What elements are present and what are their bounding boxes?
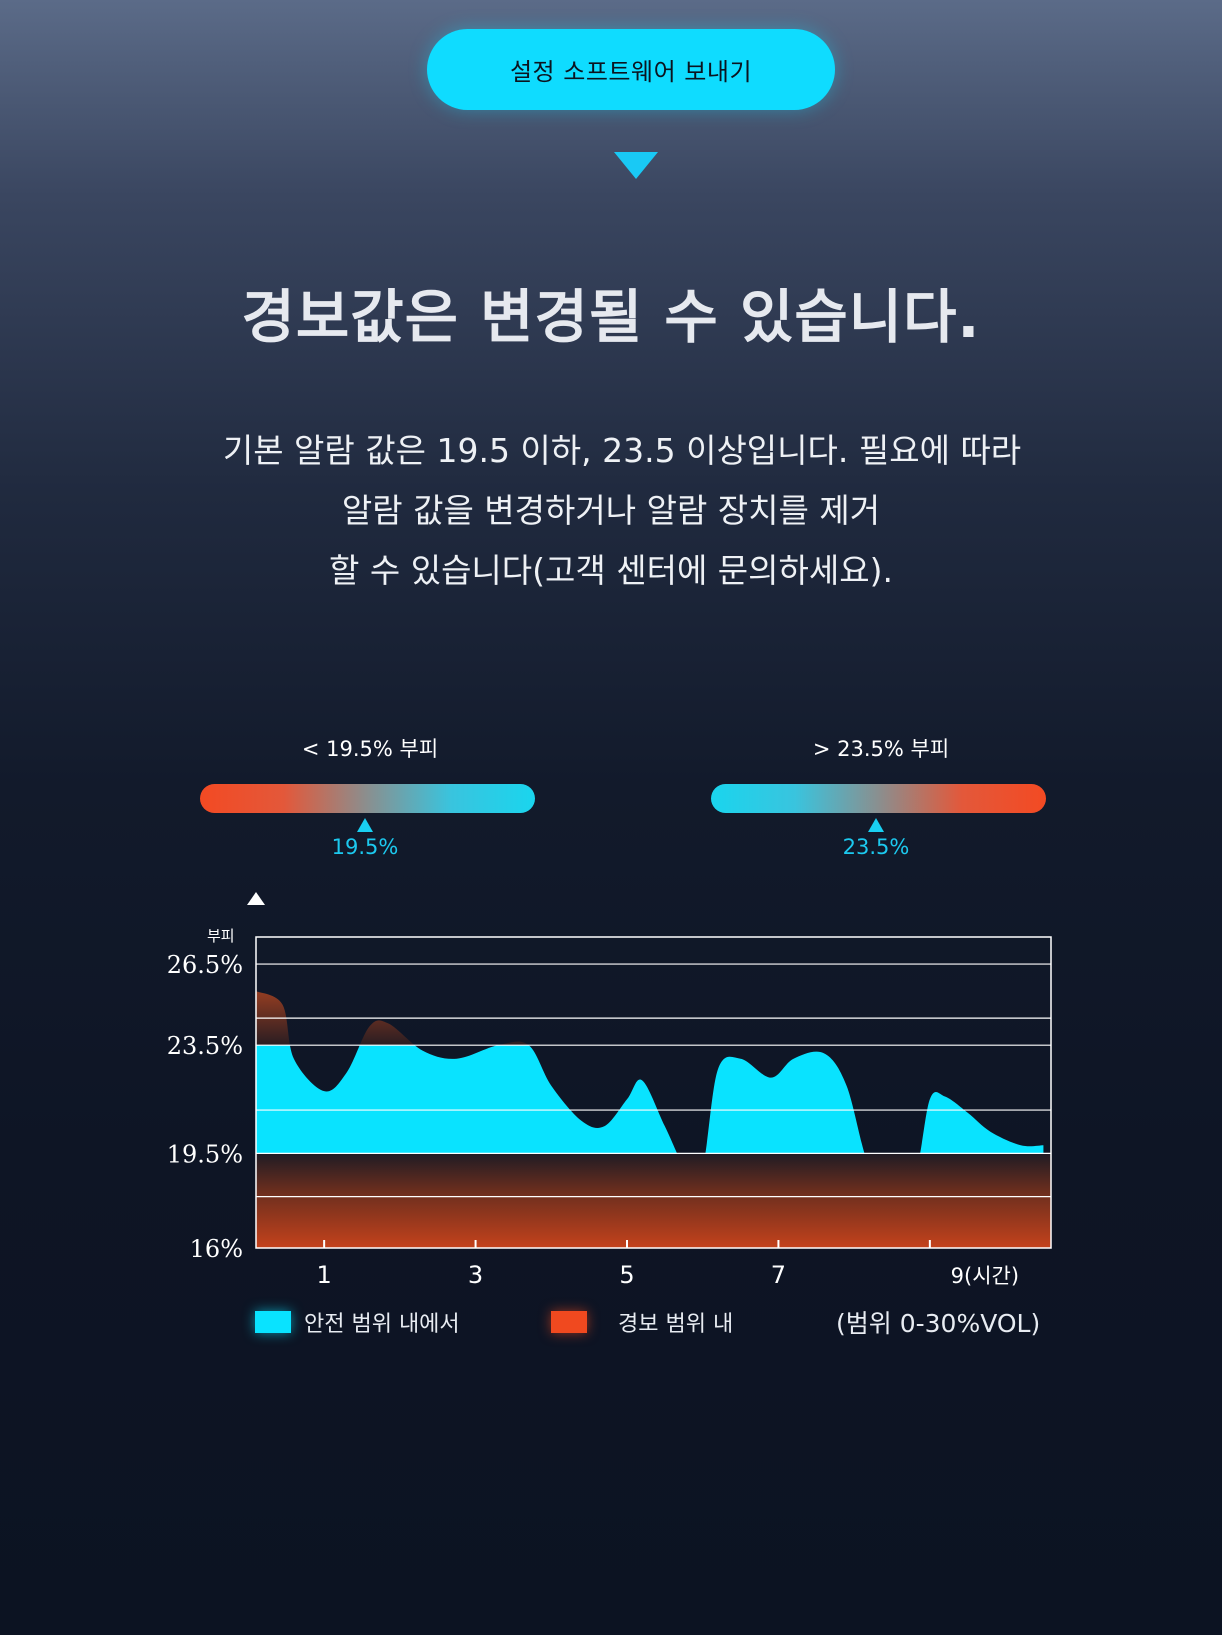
low-marker-icon (357, 818, 373, 832)
send-setup-software-button[interactable]: 설정 소프트웨어 보내기 (427, 29, 835, 110)
description-line-1: 기본 알람 값은 19.5 이하, 23.5 이상입니다. 필요에 따라 (222, 431, 1022, 470)
y-tick-label: 23.5% (167, 1032, 243, 1060)
safe-area (256, 1045, 1044, 1154)
send-setup-software-label: 설정 소프트웨어 보내기 (509, 58, 753, 86)
legend-alarm-swatch (551, 1311, 587, 1333)
y-tick-label: 19.5% (167, 1140, 243, 1168)
low-threshold-label: < 19.5% 부피 (301, 737, 439, 761)
x-tick-label: 7 (771, 1261, 786, 1289)
low-threshold-gradient-bar (200, 784, 535, 813)
high-marker-value: 23.5% (842, 835, 910, 859)
down-arrow-icon (614, 152, 658, 179)
high-marker-icon (868, 818, 884, 832)
description-line-2: 알람 값을 변경하거나 알람 장치를 제거 (341, 491, 881, 530)
description-line-3: 할 수 있습니다(고객 센터에 문의하세요). (329, 551, 893, 590)
high-threshold-label: > 23.5% 부피 (812, 737, 950, 761)
page-title: 경보값은 변경될 수 있습니다. (241, 283, 981, 351)
alarm-area-high (256, 991, 1044, 1046)
x-tick-label: 9(시간) (951, 1264, 1019, 1288)
x-tick-label: 1 (317, 1261, 332, 1289)
y-axis-label: 부피 (207, 927, 235, 945)
description: 기본 알람 값은 19.5 이하, 23.5 이상입니다. 필요에 따라 알람 … (0, 421, 1222, 601)
y-tick-label: 26.5% (167, 951, 243, 979)
alarm-band-low (256, 1153, 1051, 1248)
high-threshold-gradient-bar (711, 784, 1046, 813)
volume-chart: 26.5% 23.5% 19.5% 16% 부피 1 3 5 7 9(시간) (167, 892, 1052, 1289)
legend-alarm-label: 경보 범위 내 (618, 1312, 734, 1337)
y-axis-arrow-icon (247, 892, 265, 905)
legend-safe-swatch (255, 1311, 291, 1333)
x-tick-label: 5 (619, 1261, 634, 1289)
range-note: (범위 0-30%VOL) (836, 1309, 1041, 1338)
plot-frame (255, 936, 1052, 1249)
y-tick-label: 16% (190, 1235, 243, 1263)
legend-safe-label: 안전 범위 내에서 (304, 1312, 460, 1337)
low-marker-value: 19.5% (331, 835, 399, 859)
x-tick-label: 3 (468, 1261, 483, 1289)
